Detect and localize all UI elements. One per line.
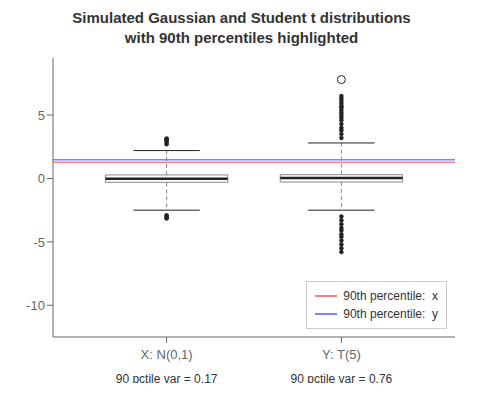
svg-text:-5: -5	[33, 235, 45, 250]
svg-text:90 pctile var = 0.17: 90 pctile var = 0.17	[116, 372, 218, 383]
html-text:with 90th percentiles highligh: with 90th percentiles highlighted	[124, 29, 359, 46]
svg-text:Y: T(5): Y: T(5)	[322, 347, 361, 362]
svg-text:5: 5	[38, 108, 45, 123]
svg-text:90 pctile var = 0.76: 90 pctile var = 0.76	[291, 372, 393, 383]
html-text:90th percentile: y: 90th percentile: y	[343, 307, 438, 321]
html-text:Simulated Gaussian and Student: Simulated Gaussian and Student t distrib…	[72, 9, 411, 26]
svg-text:-10: -10	[26, 298, 45, 313]
svg-text:0: 0	[38, 171, 45, 186]
svg-text:X: N(0,1): X: N(0,1)	[141, 347, 193, 362]
html-text:90th percentile: x: 90th percentile: x	[343, 289, 438, 303]
